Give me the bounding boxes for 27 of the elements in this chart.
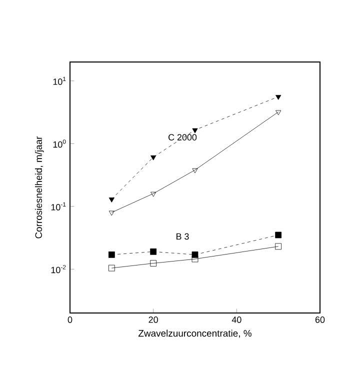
point <box>150 248 157 255</box>
point <box>275 243 282 250</box>
point <box>276 110 282 116</box>
point <box>108 264 115 272</box>
point <box>108 198 114 202</box>
y-tick-label: 10$^{1}$ <box>53 76 66 85</box>
annotation: B 3 <box>176 233 189 240</box>
annotation: C 2000 <box>168 134 197 140</box>
x-axis-title: Zwavelzuurconcentratie, % <box>138 330 252 338</box>
point <box>192 168 198 174</box>
y-tick-label: 10$^{-2}$ <box>51 265 66 274</box>
y-axis-title: Corrosiesnelheid, m/jaar <box>35 136 44 238</box>
point <box>275 232 282 238</box>
point <box>150 260 157 266</box>
point <box>276 94 282 100</box>
x-tick-label: 40 <box>232 316 242 323</box>
point <box>192 256 198 262</box>
point <box>192 128 198 134</box>
point <box>108 251 115 258</box>
point <box>150 155 156 160</box>
point <box>108 210 114 216</box>
x-tick-label: 20 <box>148 316 158 323</box>
y-tick-label: 10$^{-1}$ <box>51 202 66 210</box>
x-tick-label: 0 <box>68 316 72 323</box>
x-tick-label: 60 <box>315 316 325 323</box>
y-tick-label: 10$^{0}$ <box>53 140 66 148</box>
point <box>150 192 156 197</box>
